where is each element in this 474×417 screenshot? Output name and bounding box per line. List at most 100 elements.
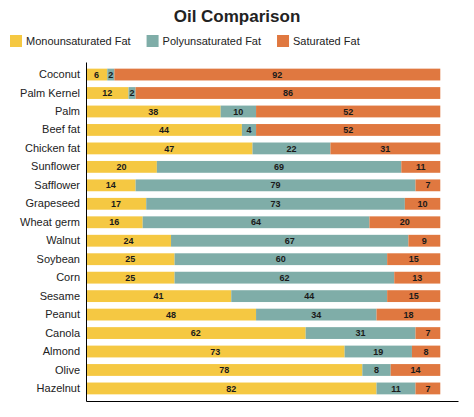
data-label: 11 [391, 384, 401, 394]
tick: Grapeseed [26, 197, 80, 209]
data-label: 92 [272, 70, 282, 80]
bar-segment [415, 179, 440, 191]
data-label: 13 [412, 273, 422, 283]
data-label: 79 [271, 180, 281, 190]
x-axis [87, 401, 459, 402]
bar-segment [86, 309, 256, 321]
data-label: 52 [343, 107, 353, 117]
bar-segment [387, 253, 440, 265]
bar-segment [86, 106, 221, 118]
bar-segment [86, 143, 253, 155]
data-label: 7 [425, 384, 430, 394]
bar-segment [86, 253, 175, 265]
tick-label: Peanut [45, 308, 80, 320]
bar-segment [86, 69, 107, 81]
tick: Sunflower [31, 160, 80, 172]
tick: Corn [56, 271, 80, 283]
bar-segment [129, 87, 136, 99]
tick-label: Chicken fat [25, 142, 80, 154]
bar-segment [171, 235, 408, 247]
bar-segment [391, 364, 441, 376]
bar-segment [256, 124, 440, 136]
bar-segment [377, 383, 416, 395]
plot: 6123844472014171624252541486273788222104… [20, 63, 458, 402]
data-label: 44 [304, 291, 314, 301]
data-label: 44 [159, 125, 169, 135]
data-label: 73 [271, 199, 281, 209]
axis-line [87, 401, 459, 402]
bar-segment [242, 124, 256, 136]
data-label: 7 [425, 328, 430, 338]
bar-segment [146, 198, 405, 210]
data-label: 41 [154, 291, 164, 301]
data-label: 48 [166, 310, 176, 320]
legend-item: Saturated Fat [277, 35, 360, 47]
data-label: 14 [410, 365, 420, 375]
bar-segment [86, 235, 171, 247]
data-label: 62 [191, 328, 201, 338]
bar-segment [86, 161, 157, 173]
bar-segment [231, 290, 387, 302]
tick: Palm [55, 105, 80, 117]
tick: Safflower [34, 179, 80, 191]
data-label: 31 [356, 328, 366, 338]
tick-label: Grapeseed [26, 197, 80, 209]
data-label: 7 [425, 180, 430, 190]
bar-segment [86, 383, 377, 395]
data-label: 60 [276, 254, 286, 264]
bar-segment [86, 346, 345, 358]
tick-label: Corn [56, 271, 80, 283]
bar-segment [175, 253, 388, 265]
tick: Olive [55, 364, 80, 376]
legend-swatch [10, 35, 22, 47]
bar-segment [86, 124, 242, 136]
tick-label: Palm [55, 105, 80, 117]
data-label: 8 [424, 347, 429, 357]
data-label: 10 [233, 107, 243, 117]
tick: Canola [45, 327, 81, 339]
tick-label: Almond [43, 345, 80, 357]
bar-segment [86, 216, 143, 228]
bar-segment [345, 346, 412, 358]
bar-segment [394, 272, 440, 284]
bar-segment [114, 69, 440, 81]
bar-segment [157, 161, 401, 173]
data-label: 38 [148, 107, 158, 117]
legend-label: Polyunsaturated Fat [163, 35, 261, 47]
tick: Walnut [46, 234, 80, 246]
bar-segment [362, 364, 390, 376]
legend-swatch [277, 35, 289, 47]
legend-item: Polyunsaturated Fat [147, 35, 261, 47]
data-label: 86 [283, 88, 293, 98]
tick: Palm Kernel [20, 87, 80, 99]
tick-label: Hazelnut [37, 382, 80, 394]
data-label: 14 [106, 180, 116, 190]
legend-item: Monounsaturated Fat [10, 35, 131, 47]
data-label: 17 [111, 199, 121, 209]
legend-label: Saturated Fat [293, 35, 360, 47]
bar-segment [86, 87, 129, 99]
data-label: 82 [226, 384, 236, 394]
bar-segment [306, 327, 416, 339]
data-label: 10 [418, 199, 428, 209]
bar-segment [256, 309, 376, 321]
data-label: 62 [279, 273, 289, 283]
data-label: 24 [124, 236, 134, 246]
data-label: 2 [108, 70, 113, 80]
bar-segment [412, 346, 440, 358]
bar-segment [415, 327, 440, 339]
bar-segment [387, 290, 440, 302]
tick-label: Soybean [37, 253, 80, 265]
bar-segment [86, 179, 136, 191]
data-label: 31 [380, 144, 390, 154]
data-label: 15 [409, 291, 419, 301]
legend-label: Monounsaturated Fat [26, 35, 131, 47]
bar-segment [136, 87, 441, 99]
bar-segment [86, 198, 146, 210]
legend-swatch [147, 35, 159, 47]
data-label: 25 [125, 273, 135, 283]
bar-segment [221, 106, 256, 118]
tick: Chicken fat [25, 142, 80, 154]
bar-segment [256, 106, 440, 118]
tick: Peanut [45, 308, 80, 320]
